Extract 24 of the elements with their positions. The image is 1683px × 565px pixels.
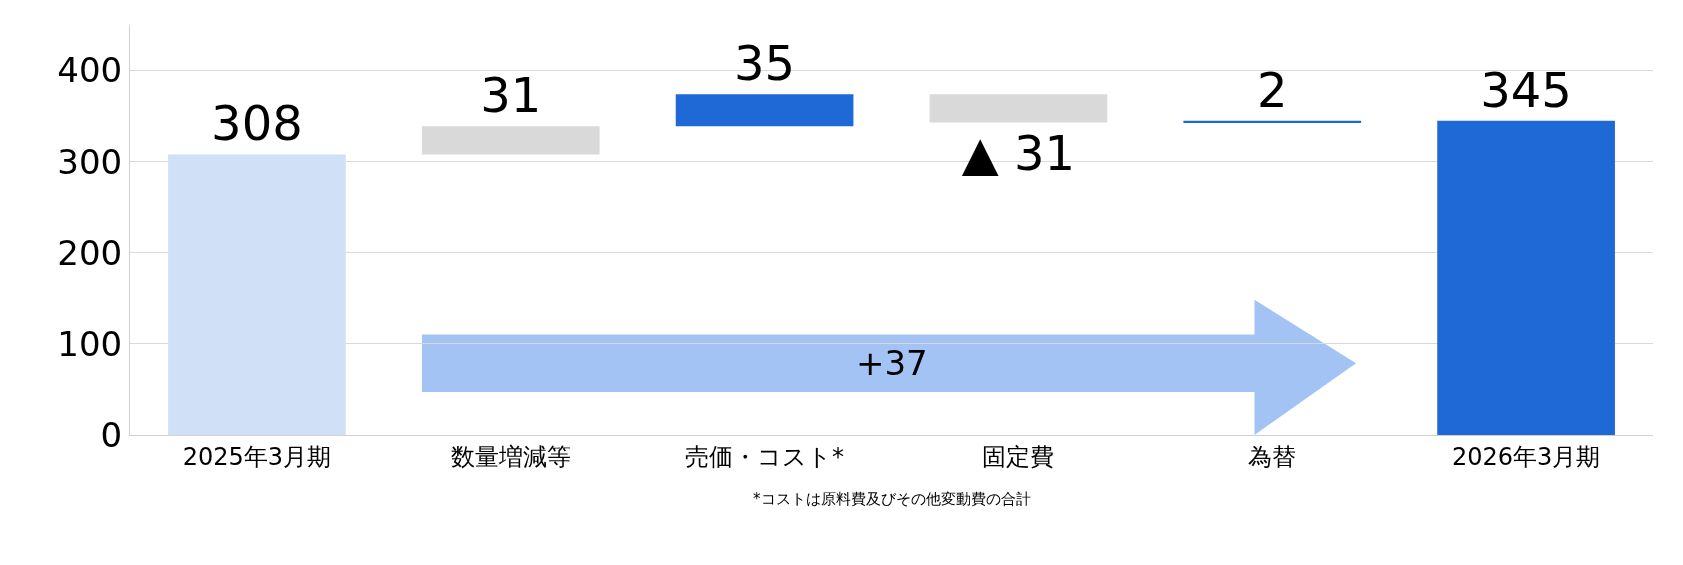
bar bbox=[1437, 120, 1615, 435]
y-tick-label: 0 bbox=[100, 414, 123, 455]
bar bbox=[675, 94, 854, 127]
x-tick-label: 2026年3月期 bbox=[1451, 442, 1601, 471]
text: *コストは原料費及びその他変動費の合計 bbox=[753, 490, 1031, 508]
y-tick-label: 200 bbox=[57, 232, 123, 273]
x-tick-label: 為替 bbox=[1248, 442, 1297, 471]
annotation: +37 bbox=[856, 343, 928, 383]
y-tick-label: 400 bbox=[57, 50, 123, 91]
bar bbox=[929, 94, 1108, 123]
x-tick-label: 2025年3月期 bbox=[182, 442, 332, 471]
y-tick-label: 300 bbox=[57, 141, 123, 182]
data-label: 35 bbox=[734, 35, 796, 92]
x-tick-label: 数量増減等 bbox=[450, 442, 571, 471]
bar bbox=[421, 126, 600, 155]
data-label: ▲ 31 bbox=[961, 125, 1076, 182]
bar bbox=[168, 154, 346, 435]
data-label: 345 bbox=[1480, 61, 1572, 118]
data-label: 308 bbox=[211, 95, 303, 152]
x-tick-label: 売価・コスト* bbox=[685, 442, 845, 471]
data-label: 31 bbox=[480, 67, 542, 124]
x-tick-label: 固定費 bbox=[982, 442, 1055, 471]
y-tick-label: 100 bbox=[57, 323, 123, 364]
data-label: 2 bbox=[1256, 61, 1288, 118]
